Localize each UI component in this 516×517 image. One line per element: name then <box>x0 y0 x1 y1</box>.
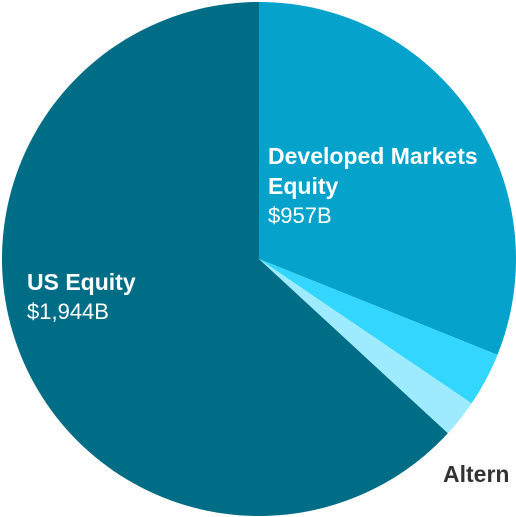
category-label: US Equity <box>27 269 136 295</box>
slice-label: Developed Markets Equity $957B <box>268 142 498 230</box>
value-label: $957B <box>268 202 332 228</box>
pie-slice <box>259 259 498 404</box>
value-label: $1,944B <box>27 298 109 324</box>
category-label: Developed Markets Equity <box>268 143 478 199</box>
category-label: Altern <box>443 461 510 487</box>
slice-label: US Equity $1,944B <box>27 268 247 326</box>
pie-slice <box>1 2 448 516</box>
pie-slice <box>259 259 472 434</box>
slice-label: Altern <box>443 460 516 490</box>
pie-slice <box>259 2 516 355</box>
